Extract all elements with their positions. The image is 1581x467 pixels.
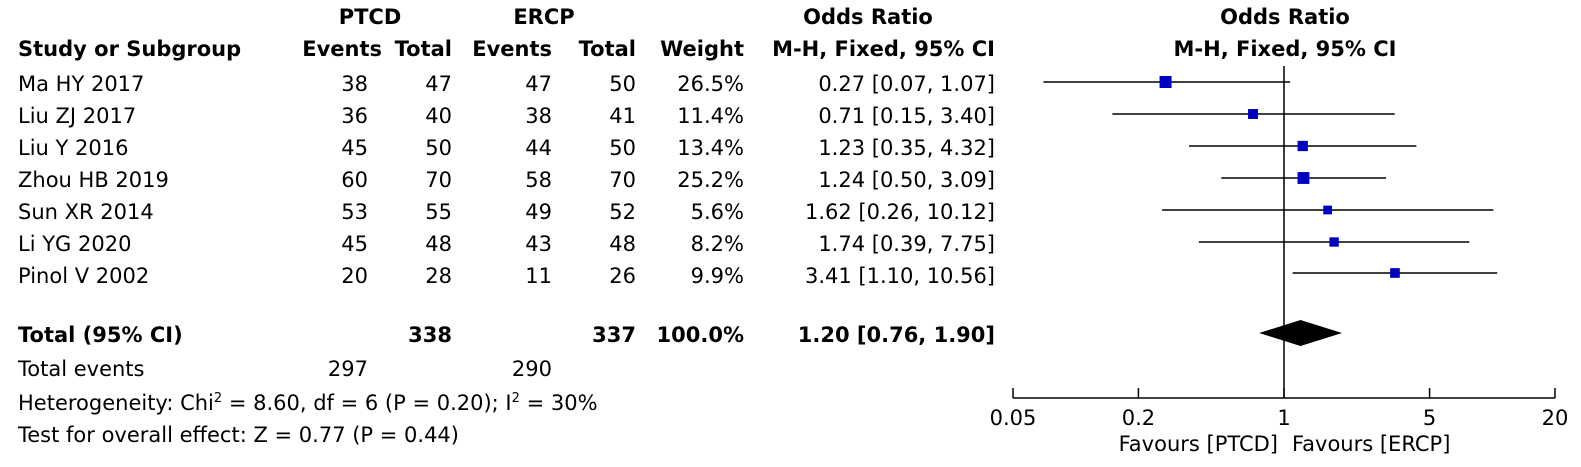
study-marker xyxy=(1323,205,1333,215)
group-ptcd-header: PTCD xyxy=(338,5,402,29)
study-t1: 55 xyxy=(425,200,452,224)
study-marker xyxy=(1248,109,1258,119)
heterogeneity-sup-i: 2 xyxy=(511,391,520,406)
study-weight: 8.2% xyxy=(690,232,744,256)
study-ci-text: 1.24 [0.50, 3.09] xyxy=(818,168,995,192)
study-ci-text: 1.74 [0.39, 7.75] xyxy=(818,232,995,256)
study-t1: 50 xyxy=(425,136,452,160)
study-name: Ma HY 2017 xyxy=(18,72,145,96)
total-label: Total (95% CI) xyxy=(18,323,183,347)
total2-header: Total xyxy=(578,37,636,61)
study-t1: 48 xyxy=(425,232,452,256)
study-name: Li YG 2020 xyxy=(18,232,132,256)
study-t1: 70 xyxy=(425,168,452,192)
study-e1: 53 xyxy=(341,200,368,224)
group-ercp-header: ERCP xyxy=(513,5,575,29)
study-t2: 41 xyxy=(609,104,636,128)
overall-effect-text: Test for overall effect: Z = 0.77 (P = 0… xyxy=(18,423,459,447)
study-weight: 5.6% xyxy=(690,200,744,224)
plot-method: M-H, Fixed, 95% CI xyxy=(1173,37,1397,61)
study-weight: 13.4% xyxy=(677,136,744,160)
study-t1: 40 xyxy=(425,104,452,128)
study-name: Sun XR 2014 xyxy=(18,200,154,224)
study-ci-text: 3.41 [1.10, 10.56] xyxy=(804,264,995,288)
plot-title: Odds Ratio xyxy=(1220,5,1350,29)
study-e1: 36 xyxy=(341,104,368,128)
heterogeneity-sup-chi: 2 xyxy=(213,391,223,406)
study-marker xyxy=(1329,237,1339,247)
study-weight: 9.9% xyxy=(690,264,744,288)
study-ci-text: 0.71 [0.15, 3.40] xyxy=(818,104,995,128)
study-name: Liu ZJ 2017 xyxy=(18,104,137,128)
total-events-label: Total events xyxy=(18,357,145,381)
or-method-header: M-H, Fixed, 95% CI xyxy=(772,37,995,61)
study-t2: 48 xyxy=(609,232,636,256)
study-weight: 25.2% xyxy=(677,168,744,192)
study-marker xyxy=(1297,140,1308,152)
study-t2: 26 xyxy=(609,264,636,288)
events1-header: Events xyxy=(302,37,382,61)
favours-right-label: Favours [ERCP] xyxy=(1292,432,1451,456)
total1-header: Total xyxy=(394,37,452,61)
study-e2: 58 xyxy=(525,168,552,192)
study-column-header: Study or Subgroup xyxy=(18,37,242,61)
study-e2: 49 xyxy=(525,200,552,224)
study-e2: 47 xyxy=(525,72,552,96)
total-t1: 338 xyxy=(408,323,452,347)
study-t2: 50 xyxy=(609,136,636,160)
study-e1: 45 xyxy=(341,136,368,160)
heterogeneity-suffix: = 30% xyxy=(519,391,598,415)
x-tick-label: 0.05 xyxy=(989,406,1037,430)
heterogeneity-text: Heterogeneity: Chi2 = 8.60, df = 6 (P = … xyxy=(18,392,598,414)
x-tick-label: 20 xyxy=(1541,406,1569,430)
events2-header: Events xyxy=(472,37,552,61)
study-t2: 70 xyxy=(609,168,636,192)
study-weight: 11.4% xyxy=(677,104,744,128)
study-name: Zhou HB 2019 xyxy=(18,168,169,192)
study-e1: 45 xyxy=(341,232,368,256)
total-ci: 1.20 [0.76, 1.90] xyxy=(797,323,995,347)
study-t1: 28 xyxy=(425,264,452,288)
heterogeneity-prefix: Heterogeneity: Chi xyxy=(18,391,214,415)
study-ci-text: 1.23 [0.35, 4.32] xyxy=(818,136,995,160)
total-t2: 337 xyxy=(592,323,636,347)
total-events-e1: 297 xyxy=(327,357,368,381)
study-e2: 38 xyxy=(525,104,552,128)
study-ci-text: 1.62 [0.26, 10.12] xyxy=(804,200,995,224)
total-weight: 100.0% xyxy=(656,323,744,347)
favours-left-label: Favours [PTCD] xyxy=(1118,432,1278,456)
study-e2: 43 xyxy=(525,232,552,256)
x-tick-label: 1 xyxy=(1277,406,1291,430)
study-e1: 20 xyxy=(341,264,368,288)
study-t2: 50 xyxy=(609,72,636,96)
study-e1: 38 xyxy=(341,72,368,96)
study-marker xyxy=(1390,268,1400,278)
study-weight: 26.5% xyxy=(677,72,744,96)
study-e1: 60 xyxy=(341,168,368,192)
or-column-title: Odds Ratio xyxy=(803,5,933,29)
study-name: Pinol V 2002 xyxy=(18,264,150,288)
study-marker xyxy=(1159,76,1172,88)
pooled-diamond xyxy=(1259,320,1343,346)
study-marker xyxy=(1297,172,1310,184)
heterogeneity-middle: = 8.60, df = 6 (P = 0.20); I xyxy=(222,391,512,415)
total-events-e2: 290 xyxy=(511,357,552,381)
study-ci-text: 0.27 [0.07, 1.07] xyxy=(818,72,995,96)
study-e2: 11 xyxy=(525,264,552,288)
x-tick-label: 0.2 xyxy=(1121,406,1156,430)
study-t2: 52 xyxy=(609,200,636,224)
weight-header: Weight xyxy=(660,37,744,61)
study-t1: 47 xyxy=(425,72,452,96)
x-tick-label: 5 xyxy=(1422,406,1437,430)
study-name: Liu Y 2016 xyxy=(18,136,129,160)
study-e2: 44 xyxy=(525,136,552,160)
